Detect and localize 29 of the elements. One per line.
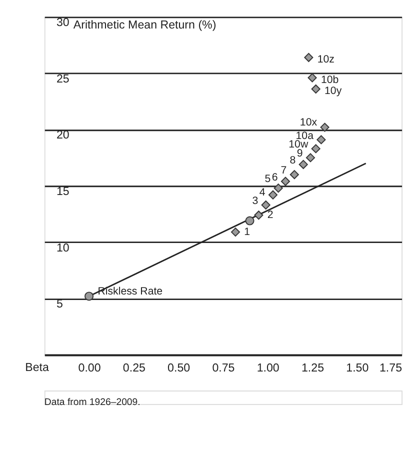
y-tick-label: 25 [56,73,70,86]
y-tick-label: 30 [56,17,70,30]
x-tick-label: 1.00 [256,362,280,375]
annotation: 1 [244,226,250,238]
annotation: 10z [317,53,334,66]
y-tick-label: 10 [56,242,70,254]
annotation: 7 [280,164,287,177]
annotation: 4 [259,186,266,199]
annotation: 10y [324,84,342,97]
annotation: 9 [296,148,303,160]
annotation: 8 [290,154,296,167]
annotation: 5 [264,173,271,186]
annotation: 2 [267,209,274,222]
x-tick-label: 1.25 [301,362,324,375]
annotation: 10x [300,116,318,129]
annotation: Riskless Rate [98,286,163,298]
x-axis-title: Beta [25,362,50,374]
y-tick-label: 15 [56,186,70,198]
x-tick-label: 0.00 [78,362,101,375]
x-tick-label: 1.50 [346,362,369,375]
annotation: 6 [272,171,278,184]
annotation: 10b [320,74,339,86]
text: Data from 1926–2009. [44,396,140,408]
x-tick-label: 0.50 [168,362,190,375]
y-axis-title: Arithmetic Mean Return (%) [73,20,216,32]
x-tick-label: 0.75 [212,362,235,375]
x-tick-label: 0.25 [122,362,146,375]
x-tick-label: 1.75 [379,362,402,375]
annotation: 3 [252,195,258,208]
